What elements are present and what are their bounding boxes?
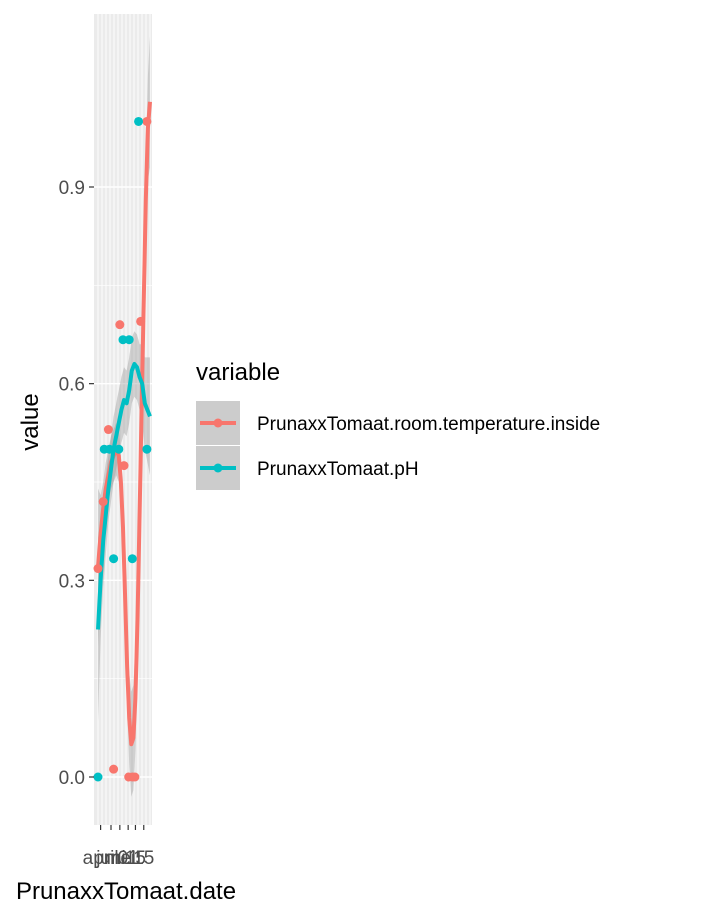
y-tick-label: 0.3	[59, 571, 85, 592]
y-tick-label: 0.0	[59, 768, 85, 789]
data-point-series-0	[130, 772, 140, 782]
y-axis-title: value	[17, 393, 44, 450]
series-lines	[96, 101, 152, 747]
data-point-series-0	[115, 320, 125, 330]
data-point-series-1	[109, 554, 119, 564]
series-points	[93, 116, 152, 782]
x-tick-label: 15	[133, 848, 154, 869]
x-tick-label: april	[83, 848, 119, 869]
x-tick-label: 01	[118, 848, 139, 869]
data-point-series-1	[134, 116, 144, 126]
data-point-series-0	[109, 764, 119, 774]
x-axis-title: PrunaxxTomaat.date	[16, 878, 236, 905]
data-point-series-0	[136, 316, 146, 326]
data-point-series-1	[104, 444, 114, 454]
data-point-series-1	[124, 335, 134, 345]
data-point-series-0	[98, 497, 108, 507]
y-tick-label: 0.9	[59, 178, 85, 199]
y-tick-label: 0.6	[59, 375, 85, 396]
data-point-series-0	[142, 116, 152, 126]
legend-entry-label: PrunaxxTomaat.room.temperature.inside	[257, 414, 600, 435]
data-point-series-0	[119, 461, 129, 471]
legend-title: variable	[196, 359, 280, 386]
legend-key-point	[213, 418, 223, 428]
x-tick-label: mei	[105, 848, 136, 869]
data-point-series-1	[142, 444, 152, 454]
data-point-series-1	[114, 444, 124, 454]
data-point-series-0	[103, 425, 113, 435]
data-point-series-1	[118, 335, 128, 345]
data-point-series-0	[93, 564, 103, 574]
legend-key-point	[213, 463, 223, 473]
legend: variable PrunaxxTomaat.room.temperature.…	[196, 359, 600, 490]
x-tick-label: juni	[95, 848, 126, 869]
data-point-series-1	[127, 554, 137, 564]
x-tick-label: 15	[125, 848, 146, 869]
grid	[94, 14, 152, 825]
y-axis: 0.0 0.3 0.6 0.9	[59, 178, 94, 789]
confidence-band-series-1	[98, 331, 150, 722]
series-line-1	[96, 362, 152, 630]
data-point-series-1	[93, 772, 103, 782]
legend-entry-label: PrunaxxTomaat.pH	[257, 459, 419, 480]
